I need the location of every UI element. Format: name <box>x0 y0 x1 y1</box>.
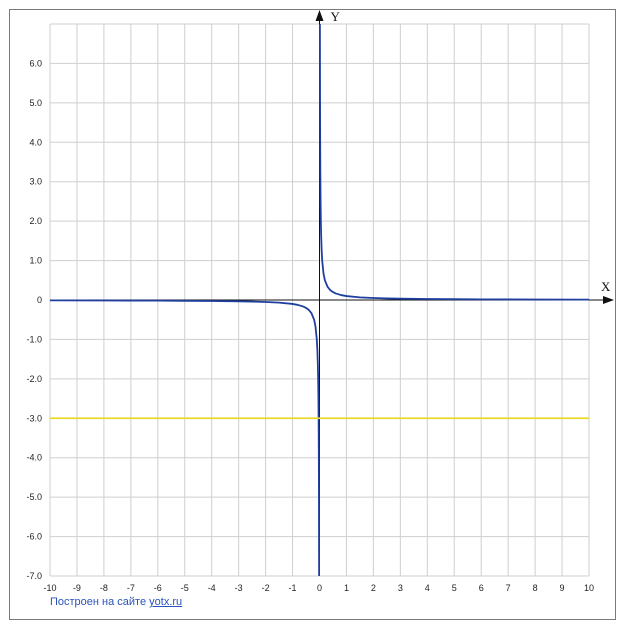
y-tick-label: -7.0 <box>26 571 42 581</box>
x-tick-label: -9 <box>73 583 81 593</box>
x-tick-label: 6 <box>479 583 484 593</box>
x-tick-label: 0 <box>317 583 322 593</box>
x-tick-label: 9 <box>560 583 565 593</box>
x-axis-label: X <box>601 279 611 294</box>
credit-prefix: Построен на сайте <box>50 596 150 608</box>
series-layer <box>49 23 590 577</box>
x-tick-label: 7 <box>506 583 511 593</box>
x-tick-label: -1 <box>289 583 297 593</box>
x-tick-label: -3 <box>235 583 243 593</box>
y-tick-label: -6.0 <box>26 532 42 542</box>
x-tick-label: -5 <box>181 583 189 593</box>
tick-labels: XY-10 -9 -8 -7 -6 -5 -4 -3 -2 -1 0 1 2 3 4 5 6 7 8 9 106.05.… <box>26 9 611 593</box>
x-tick-label: 1 <box>344 583 349 593</box>
y-tick-label: -3.0 <box>26 413 42 423</box>
y-tick-label: 2.0 <box>29 216 42 226</box>
x-tick-label: -7 <box>127 583 135 593</box>
x-tick-label: -4 <box>208 583 216 593</box>
y-tick-label: -1.0 <box>26 334 42 344</box>
y-tick-label: 4.0 <box>29 137 42 147</box>
y-tick-label: 1.0 <box>29 256 42 266</box>
series-line-positive-branch <box>318 23 590 301</box>
chart-frame <box>9 9 616 620</box>
x-tick-label: 8 <box>533 583 538 593</box>
x-tick-label: 2 <box>371 583 376 593</box>
y-tick-label: -4.0 <box>26 453 42 463</box>
x-axis-arrow <box>603 296 614 304</box>
x-tick-label: -2 <box>262 583 270 593</box>
y-tick-label: 0 <box>37 295 42 305</box>
y-tick-label: 6.0 <box>29 58 42 68</box>
x-tick-label: 10 <box>584 583 594 593</box>
credit-link[interactable]: yotx.ru <box>149 596 183 608</box>
y-axis-arrow <box>315 10 324 21</box>
x-tick-label: -10 <box>43 583 56 593</box>
x-tick-label: 3 <box>398 583 403 593</box>
x-tick-label: 4 <box>425 583 430 593</box>
x-tick-label: -6 <box>154 583 162 593</box>
y-tick-label: 5.0 <box>29 98 42 108</box>
y-tick-label: 3.0 <box>29 177 42 187</box>
series-line-negative-branch <box>49 299 321 577</box>
y-tick-label: -5.0 <box>26 492 42 502</box>
x-tick-label: -8 <box>100 583 108 593</box>
y-axis-label: Y <box>331 9 341 24</box>
site-credit: Построен на сайте yotx.ru <box>50 596 182 608</box>
y-tick-label: -2.0 <box>26 374 42 384</box>
x-tick-label: 5 <box>452 583 457 593</box>
axes <box>50 10 614 576</box>
